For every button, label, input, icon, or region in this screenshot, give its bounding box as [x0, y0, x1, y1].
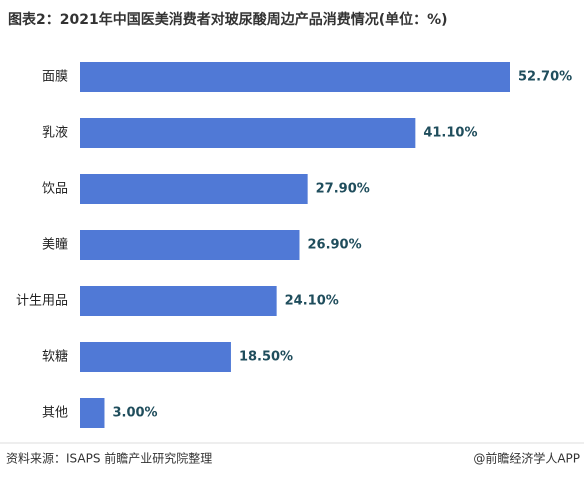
- category-label: 美瞳: [42, 238, 68, 253]
- bar: [80, 118, 416, 148]
- value-label: 52.70%: [518, 70, 572, 85]
- bar: [80, 230, 300, 260]
- bar: [80, 174, 308, 204]
- bar: [80, 342, 231, 372]
- category-label: 其他: [42, 406, 68, 421]
- value-label: 24.10%: [285, 294, 339, 309]
- chart-title: 图表2：2021年中国医美消费者对玻尿酸周边产品消费情况(单位：%): [8, 11, 448, 28]
- value-label: 18.50%: [239, 350, 293, 365]
- category-label: 面膜: [42, 70, 68, 85]
- bar: [80, 62, 510, 92]
- value-label: 26.90%: [307, 238, 361, 253]
- category-label: 计生用品: [16, 294, 68, 309]
- value-label: 27.90%: [316, 182, 370, 197]
- bar: [80, 398, 105, 428]
- value-label: 3.00%: [112, 406, 157, 421]
- credit: @前瞻经济学人APP: [473, 451, 580, 466]
- category-label: 乳液: [42, 126, 68, 141]
- bar: [80, 286, 277, 316]
- category-label: 软糖: [42, 349, 68, 365]
- source: 资料来源：ISAPS 前瞻产业研究院整理: [6, 451, 212, 466]
- value-label: 41.10%: [423, 126, 477, 141]
- category-label: 饮品: [42, 182, 68, 197]
